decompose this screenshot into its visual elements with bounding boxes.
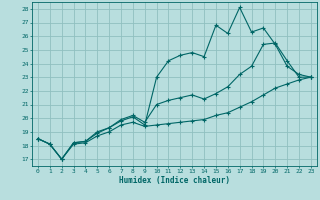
X-axis label: Humidex (Indice chaleur): Humidex (Indice chaleur): [119, 176, 230, 185]
